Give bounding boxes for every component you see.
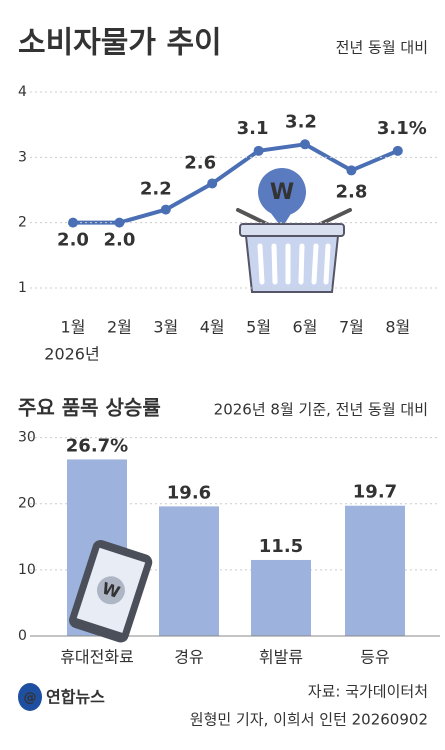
x-tick-label: 8월: [385, 318, 410, 337]
bar: [159, 506, 219, 636]
y-tick-label: 2: [18, 215, 27, 231]
value-label: 2.8: [335, 181, 367, 202]
value-label: 2.2: [140, 179, 172, 200]
x-tick-label: 등유: [360, 648, 389, 667]
y-tick-label: 3: [18, 149, 27, 165]
logo: @ 연합뉴스: [18, 683, 105, 711]
point: [160, 204, 171, 215]
chart-title: 주요 품목 상승률: [18, 396, 161, 420]
logo-text: 연합뉴스: [46, 688, 105, 707]
chart-subtitle: 전년 동월 대비: [336, 39, 428, 57]
chart-subtitle: 2026년 8월 기준, 전년 동월 대비: [214, 401, 428, 419]
value-label: 3.1%: [377, 118, 427, 139]
y-tick-label: 10: [18, 562, 36, 578]
svg-text:W: W: [270, 180, 294, 205]
y-tick-label: 1: [18, 280, 27, 296]
value-label: 26.7%: [66, 435, 128, 456]
x-tick-label: 5월: [246, 318, 271, 337]
point: [253, 145, 264, 156]
value-label: 11.5: [259, 536, 303, 557]
chart-title: 소비자물가 추이: [18, 26, 222, 61]
line: [73, 142, 399, 225]
x-tick-label: 2월: [107, 318, 132, 337]
value-label: 19.6: [167, 482, 211, 503]
point: [392, 145, 403, 156]
point: [68, 217, 78, 228]
svg-text:W: W: [100, 579, 123, 603]
point: [114, 217, 125, 228]
point: [346, 165, 357, 176]
source: 자료: 국가데이터처: [308, 683, 428, 701]
svg-text:@: @: [24, 691, 37, 706]
point: [300, 139, 310, 150]
x-tick-label: 경유: [174, 648, 203, 667]
value-label: 19.7: [353, 482, 397, 503]
x-tick-label: 7월: [339, 318, 364, 337]
y-tick-label: 4: [18, 84, 27, 100]
bar: [345, 505, 405, 636]
x-tick-label: 1월: [61, 318, 86, 337]
bar: [251, 559, 311, 636]
x-tick-label: 휘발류: [259, 648, 303, 667]
y-tick-label: 0: [18, 628, 27, 644]
x-tick-label: 6월: [293, 318, 318, 337]
x-tick-label: 4월: [200, 318, 225, 337]
value-label: 2.0: [57, 230, 89, 251]
phone-icon: W: [69, 540, 153, 643]
value-label: 3.1: [237, 118, 269, 139]
value-label: 3.2: [285, 111, 317, 132]
x-tick-label: 휴대전화료: [60, 648, 134, 667]
point: [207, 178, 218, 189]
year-annotation: 2026년: [44, 345, 99, 364]
y-tick-label: 20: [18, 496, 36, 512]
x-tick-label: 3월: [153, 318, 178, 337]
value-label: 2.6: [184, 152, 216, 173]
y-tick-label: 30: [18, 430, 36, 446]
value-label: 2.0: [103, 230, 135, 251]
credit: 원형민 기자, 이희서 인턴 20260902: [190, 711, 428, 729]
basket-icon: W: [236, 168, 352, 293]
